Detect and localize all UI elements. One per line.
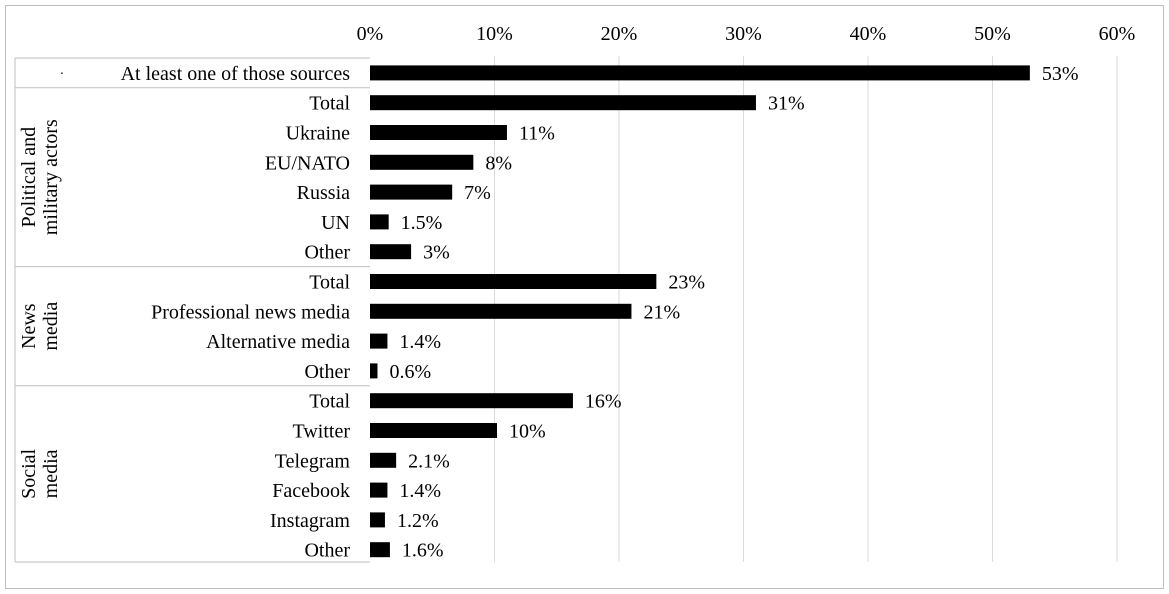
data-label: 10% [509, 421, 546, 443]
group-label-line: Political and [18, 127, 40, 228]
bar [370, 95, 756, 111]
data-label: 7% [464, 182, 491, 204]
row-bullet: · [60, 67, 65, 82]
bars [370, 65, 1030, 558]
group-label-line: media [40, 449, 62, 498]
data-label: 1.2% [397, 510, 439, 532]
data-label: 8% [485, 152, 512, 174]
category-label: Ukraine [286, 123, 351, 145]
category-label: Other [304, 540, 350, 562]
bar [370, 65, 1030, 81]
bar [370, 482, 388, 498]
group-label: Newsmedia [18, 302, 62, 351]
data-label: 2.1% [408, 450, 450, 472]
bar [370, 512, 385, 528]
data-label: 31% [768, 93, 805, 115]
bar [370, 154, 474, 170]
category-label: EU/NATO [265, 152, 350, 174]
group-label-line: Social [18, 448, 40, 498]
data-label: 0.6% [389, 361, 431, 383]
category-label: Professional news media [151, 301, 350, 323]
category-label: Total [309, 93, 350, 115]
x-tick-label: 20% [601, 23, 638, 45]
data-label: 53% [1042, 63, 1079, 85]
bar [370, 542, 390, 558]
data-label: 1.4% [399, 331, 441, 353]
bar [370, 214, 389, 230]
data-label: 3% [423, 242, 450, 264]
x-axis-tick-labels: 0% 10% 20% 30% 40% 50% 60% [357, 23, 1136, 45]
data-label: 21% [643, 301, 680, 323]
category-label: Total [309, 391, 350, 413]
data-label: 1.5% [401, 212, 443, 234]
category-label: At least one of those sources [121, 63, 351, 85]
category-label: Instagram [270, 510, 350, 532]
category-label: Facebook [272, 480, 350, 502]
category-label: UN [321, 212, 350, 234]
data-label: 23% [668, 272, 705, 294]
group-label: Political andmilitary actors [18, 119, 62, 235]
group-label: Socialmedia [18, 448, 62, 498]
x-tick-label: 30% [725, 23, 762, 45]
data-label: 1.4% [399, 480, 441, 502]
bar [370, 125, 507, 140]
x-tick-label: 40% [850, 23, 887, 45]
data-labels: 53% 31% 11% 8% 7% 1.5% 3% 23% 21% 1.4% 0.6% 16% 10% 2… [389, 63, 1078, 562]
bar [370, 303, 632, 319]
bar [370, 423, 497, 438]
bar [370, 244, 412, 260]
category-label: Twitter [293, 421, 351, 443]
group-label-line: media [40, 302, 62, 351]
data-label: 16% [585, 391, 622, 413]
bar [370, 333, 388, 349]
category-labels: At least one of those sources Total Ukrain… [121, 63, 351, 562]
chart-border [5, 5, 1164, 589]
data-label: 11% [519, 123, 555, 145]
group-label-line: News [18, 303, 40, 349]
category-label: Other [304, 242, 350, 264]
category-label: Alternative media [206, 331, 350, 353]
category-label: Other [304, 361, 350, 383]
bar [370, 274, 657, 289]
x-tick-label: 60% [1099, 23, 1136, 45]
x-tick-label: 50% [974, 23, 1011, 45]
group-labels: ·Political andmilitary actorsNewsmediaSo… [14, 57, 370, 563]
category-label: Total [309, 272, 350, 294]
category-label: Russia [297, 182, 350, 204]
data-label: 1.6% [402, 540, 444, 562]
category-label: Telegram [275, 450, 351, 472]
bar [370, 184, 453, 200]
x-tick-label: 10% [476, 23, 513, 45]
grid-lines [494, 56, 1118, 562]
x-tick-label: 0% [357, 23, 384, 45]
group-label-line: military actors [40, 119, 62, 235]
bar [370, 363, 378, 379]
bar [370, 452, 397, 468]
bar [370, 393, 573, 409]
